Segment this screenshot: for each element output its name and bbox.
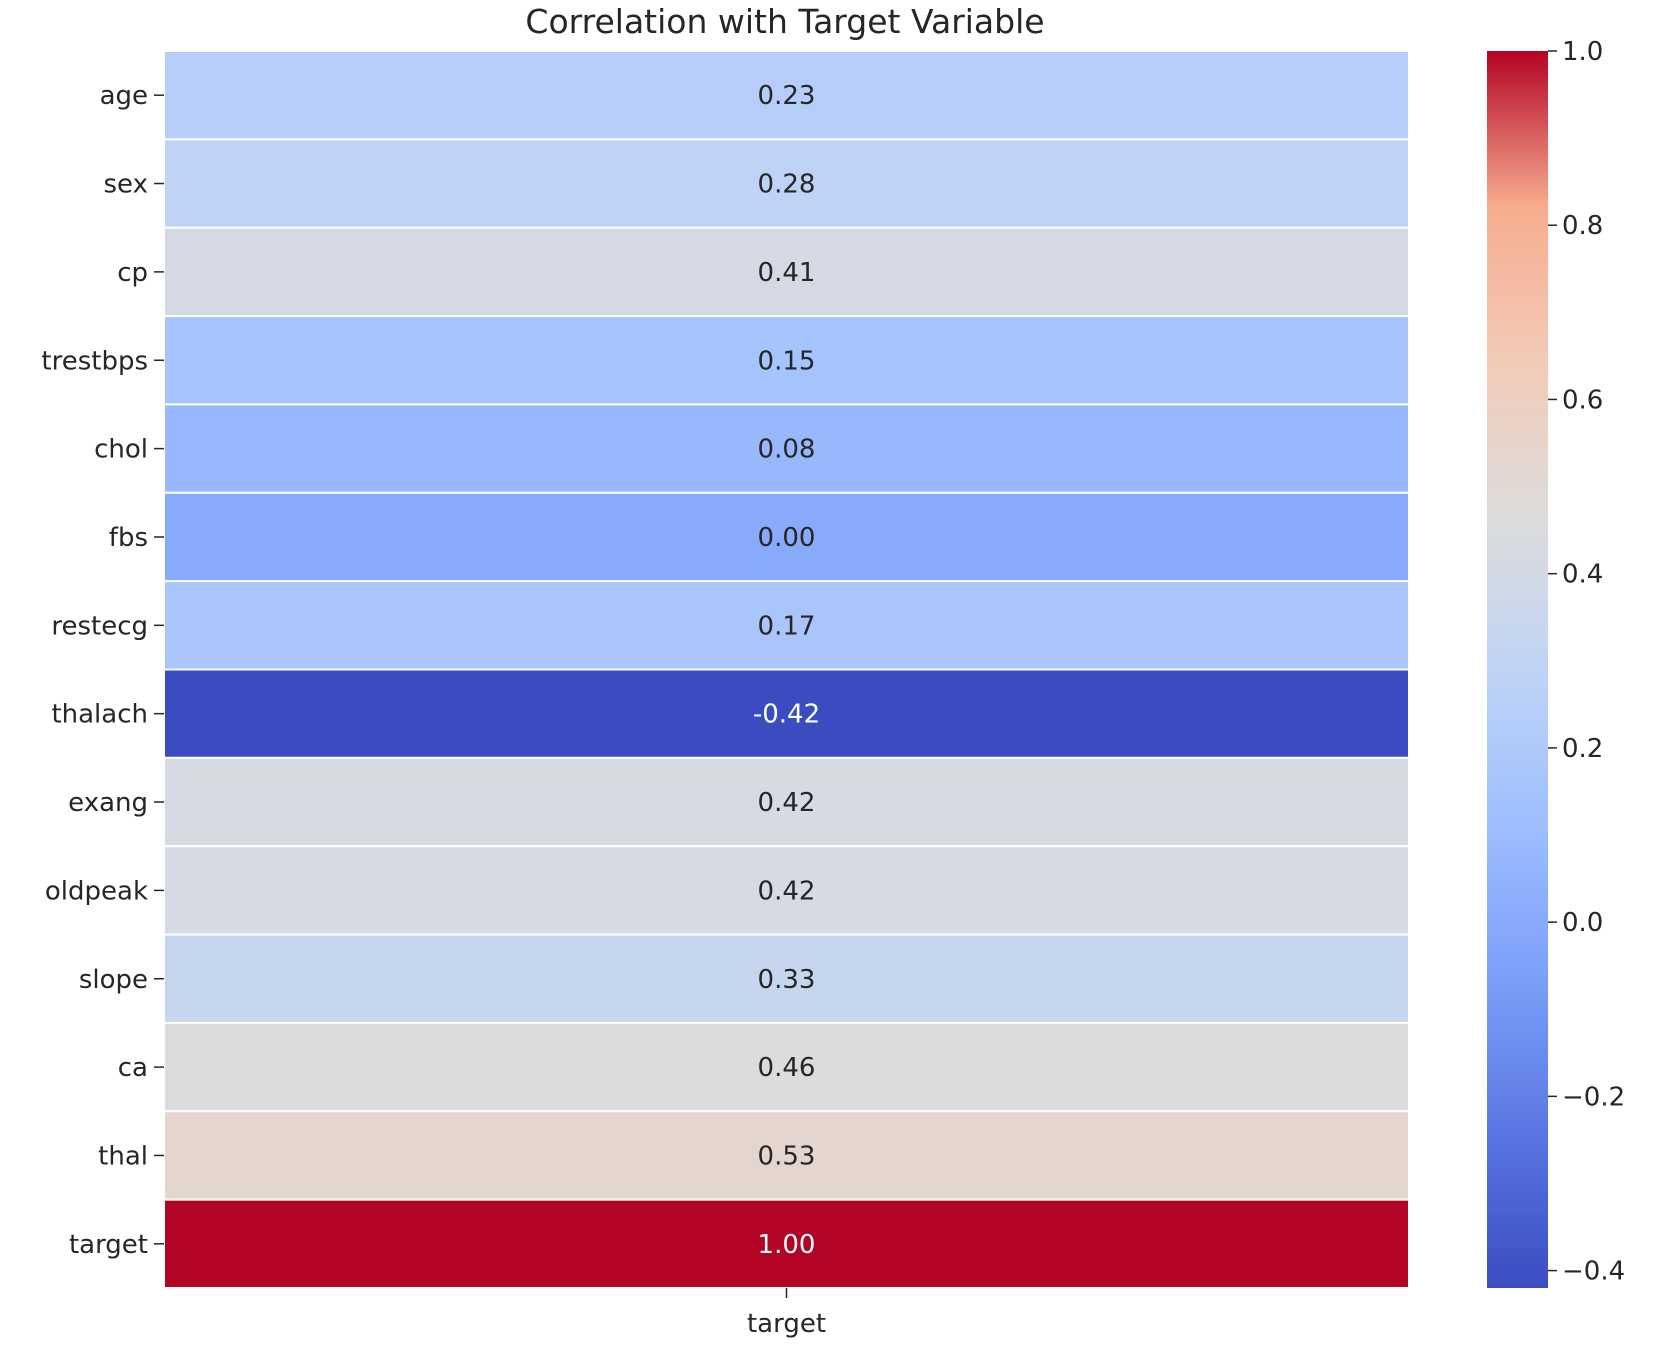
cell-value-label: 0.28 xyxy=(758,170,816,200)
y-tick-label-oldpeak: oldpeak xyxy=(45,876,148,906)
y-tick-label-target: target xyxy=(69,1230,148,1260)
y-tick-label-chol: chol xyxy=(94,435,148,465)
cell-value-label: 0.41 xyxy=(758,258,816,288)
heatmap-cell-ca xyxy=(163,1021,1410,1113)
cell-value-label: 0.33 xyxy=(758,965,816,995)
cell-value-label: 0.00 xyxy=(758,523,816,553)
cell-value-label: 1.00 xyxy=(758,1230,816,1260)
y-tick-label-thalach: thalach xyxy=(51,700,148,730)
colorbar-tick-label: −0.4 xyxy=(1562,1257,1625,1287)
cell-value-label: 0.23 xyxy=(758,81,816,111)
y-tick-label-thal: thal xyxy=(98,1141,148,1171)
colorbar-tick-label: 0.0 xyxy=(1562,908,1603,938)
colorbar-tick-label: 1.0 xyxy=(1562,37,1603,67)
heatmap-cell-slope xyxy=(163,933,1410,1024)
heatmap-cell-fbs xyxy=(163,491,1410,583)
colorbar-tick-label: −0.2 xyxy=(1562,1082,1625,1112)
y-tick-label-ca: ca xyxy=(118,1053,148,1083)
heatmap-cell-age xyxy=(163,50,1410,141)
cell-value-label: 0.46 xyxy=(758,1053,816,1083)
x-tick-label-target: target xyxy=(747,1309,826,1339)
cell-value-label: 0.42 xyxy=(758,788,816,818)
x-axis: target xyxy=(747,1288,826,1339)
y-tick-label-exang: exang xyxy=(68,788,148,818)
colorbar-tick-label: 0.6 xyxy=(1562,385,1603,415)
heatmap-cell-trestbps xyxy=(163,315,1410,406)
y-tick-label-restecg: restecg xyxy=(51,611,148,641)
heatmap-cell-cp xyxy=(163,226,1410,318)
colorbar-gradient xyxy=(1487,51,1548,1288)
colorbar-tick-label: 0.4 xyxy=(1562,560,1603,590)
heatmap-cells: 0.23 0.28 0.41 0.15 0.08 0.00 0.17 -0.42 0.42 0.4… xyxy=(163,50,1410,1289)
y-tick-label-slope: slope xyxy=(79,965,148,995)
chart-title: Correlation with Target Variable xyxy=(525,2,1044,41)
cell-value-label: -0.42 xyxy=(753,700,820,730)
heatmap-cell-oldpeak xyxy=(163,845,1410,936)
heatmap-cell-sex xyxy=(163,138,1410,229)
colorbar-tick-label: 0.2 xyxy=(1562,734,1603,764)
y-tick-label-fbs: fbs xyxy=(109,523,148,553)
cell-value-label: 0.15 xyxy=(758,346,816,376)
cell-value-label: 0.53 xyxy=(758,1141,816,1171)
cell-value-label: 0.17 xyxy=(758,611,816,641)
y-tick-label-sex: sex xyxy=(104,170,148,200)
cell-value-label: 0.08 xyxy=(758,435,816,465)
cell-value-label: 0.42 xyxy=(758,876,816,906)
colorbar-tick-label: 0.8 xyxy=(1562,211,1603,241)
y-tick-label-cp: cp xyxy=(117,258,148,288)
heatmap-cell-thal xyxy=(163,1110,1410,1201)
y-tick-label-age: age xyxy=(100,81,148,111)
heatmap-cell-target xyxy=(163,1198,1410,1289)
heatmap-cell-chol xyxy=(163,403,1410,494)
y-tick-label-trestbps: trestbps xyxy=(41,346,148,376)
y-axis: age sex cp trestbps chol fbs restecg thalach exa… xyxy=(41,81,164,1260)
colorbar: 1.0 0.8 0.6 0.4 0.2 0.0 −0.2 −0.4 xyxy=(1487,37,1625,1288)
